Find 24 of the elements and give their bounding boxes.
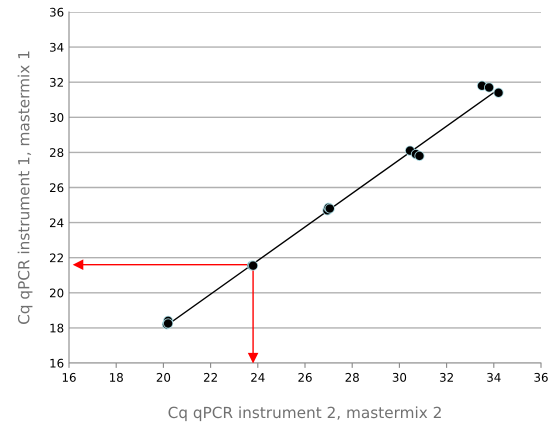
y-tick-label: 32 <box>50 78 63 87</box>
x-tick-label: 20 <box>156 372 170 382</box>
x-tick-label: 24 <box>251 372 265 382</box>
x-tick-label: 22 <box>204 372 217 382</box>
x-tick-label: 30 <box>392 372 406 382</box>
x-tick-label: 28 <box>346 372 359 382</box>
y-tick-label: 24 <box>50 218 64 228</box>
y-axis-title: Cq qPCR instrument 1, mastermix 1 <box>18 52 32 324</box>
y-tick-label: 34 <box>50 42 64 52</box>
x-axis-title: Cq qPCR instrument 2, mastermix 2 <box>168 406 441 422</box>
x-tick-label: 16 <box>62 372 76 382</box>
x-tick-label: 32 <box>440 372 453 382</box>
y-tick-label: 36 <box>50 8 64 17</box>
y-tick-label: 18 <box>50 324 64 333</box>
y-tick-label: 28 <box>50 148 64 158</box>
x-tick-label: 18 <box>110 372 123 382</box>
y-tick-label: 26 <box>50 183 64 192</box>
x-tick-label: 34 <box>487 372 501 382</box>
x-tick-label: 26 <box>298 372 312 382</box>
x-tick-label: 36 <box>534 372 548 382</box>
y-tick-label: 22 <box>50 253 63 262</box>
y-tick-label: 16 <box>50 358 64 368</box>
y-tick-label: 30 <box>50 113 64 122</box>
y-tick-label: 20 <box>50 288 64 298</box>
